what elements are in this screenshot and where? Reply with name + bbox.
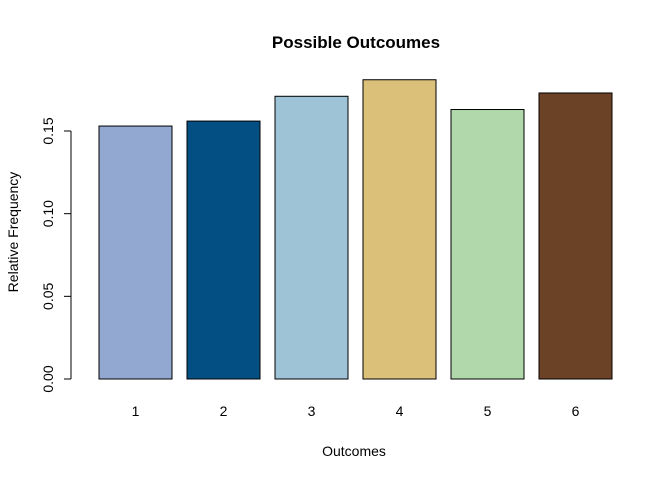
bar-3 [274, 95, 349, 380]
x-tick-label: 5 [484, 403, 492, 419]
y-axis-label: Relative Frequency [5, 172, 21, 293]
bar-2 [186, 120, 261, 380]
x-tick-label: 2 [220, 403, 228, 419]
bar-6 [538, 92, 613, 380]
x-axis-label: Outcomes [322, 443, 386, 459]
x-tick-label: 3 [308, 403, 316, 419]
bar-1 [98, 125, 173, 380]
x-tick-labels: 1 2 3 4 5 6 [132, 403, 580, 419]
x-tick-label: 4 [396, 403, 404, 419]
y-tick-label: 0.00 [40, 365, 56, 392]
x-tick-label: 1 [132, 403, 140, 419]
y-axis: 0.00 0.05 0.10 0.15 [40, 117, 72, 393]
chart-title: Possible Outcoumes [272, 33, 440, 52]
bar-5 [450, 109, 525, 380]
y-tick-label: 0.15 [40, 117, 56, 144]
y-tick-label: 0.05 [40, 282, 56, 309]
y-tick-label: 0.10 [40, 200, 56, 227]
bars [98, 79, 613, 380]
bar-4 [362, 79, 437, 380]
x-tick-label: 6 [572, 403, 580, 419]
